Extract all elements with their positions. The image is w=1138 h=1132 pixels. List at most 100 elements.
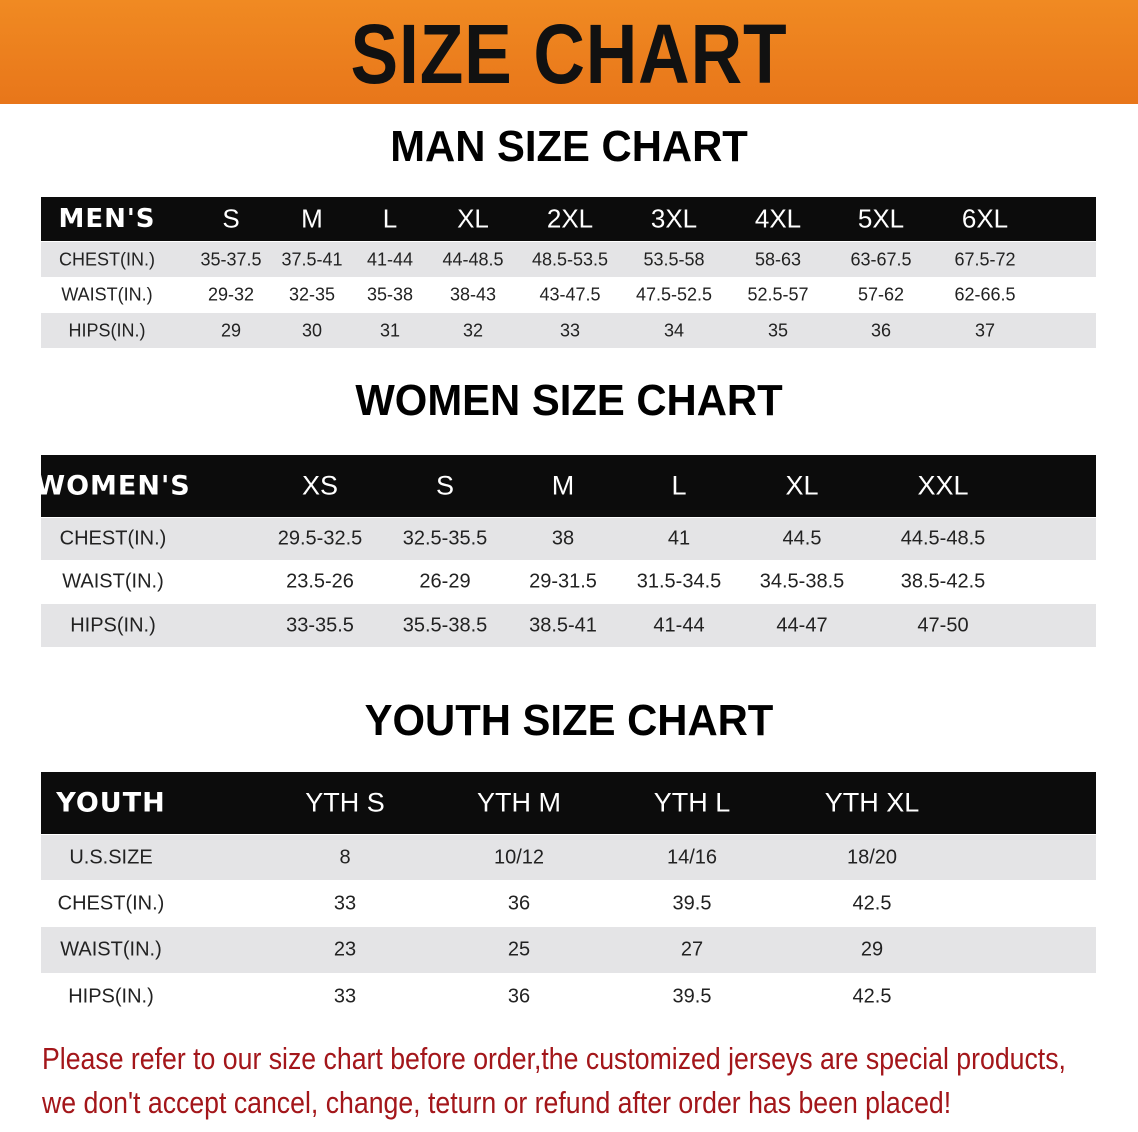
table-row: HIPS(IN.) 33-35.5 35.5-38.5 38.5-41 41-44 44-… — [41, 604, 1096, 647]
table-cell: 42.5 — [852, 892, 892, 914]
table-cell: 35-37.5 — [200, 249, 262, 269]
measurement-label: HIPS(IN.) — [68, 985, 154, 1007]
table-cell: 44.5 — [782, 527, 822, 550]
table-cell: 29 — [220, 320, 242, 340]
table-title-cell: WOMEN'S — [35, 470, 191, 502]
women-size-table: WOMEN'S XS S M L XL XXL CHEST(IN.) 29.5-32.5 32.5… — [35, 455, 1096, 648]
table-cell: 31.5-34.5 — [636, 570, 722, 593]
table-cell: 33-35.5 — [286, 614, 354, 636]
order-notice: Please refer to our size chart before or… — [42, 1037, 1066, 1125]
size-header-cell: YTH L — [653, 787, 731, 818]
table-cell: 36 — [870, 320, 892, 340]
size-header-cell: YTH XL — [824, 787, 920, 818]
table-cell: 10/12 — [493, 846, 545, 868]
table-row: WAIST(IN.) 29-32 32-35 35-38 38-43 43-47.5 47.… — [41, 278, 1096, 312]
table-cell: 35-38 — [366, 284, 414, 305]
table-cell: 29 — [860, 938, 884, 961]
table-cell: 39.5 — [672, 892, 712, 914]
youth-size-table: YOUTH YTH S YTH M YTH L YTH XL U.S.SIZE 8 10/12… — [41, 772, 1096, 1020]
size-header-cell: L — [671, 470, 687, 501]
size-header-cell: M — [301, 203, 323, 234]
table-header-row: MEN'S S M L XL 2XL 3XL 4XL 5XL 6XL — [41, 197, 1096, 241]
table-header-row: YOUTH YTH S YTH M YTH L YTH XL — [41, 772, 1096, 834]
table-cell: 44.5-48.5 — [900, 527, 986, 550]
table-cell: 32.5-35.5 — [402, 527, 488, 550]
size-header-cell: YTH S — [305, 787, 385, 818]
table-row: U.S.SIZE 8 10/12 14/16 18/20 — [41, 835, 1096, 880]
table-cell: 23.5-26 — [286, 570, 354, 593]
measurement-label: U.S.SIZE — [69, 846, 153, 868]
table-cell: 35.5-38.5 — [402, 614, 488, 636]
table-row: WAIST(IN.) 23.5-26 26-29 29-31.5 31.5-34.5 34… — [41, 561, 1096, 603]
table-cell: 38-43 — [449, 284, 497, 305]
table-cell: 34 — [663, 320, 685, 340]
size-header-cell: XL — [785, 470, 819, 501]
men-section-title: MAN SIZE CHART — [390, 122, 748, 171]
order-notice-line-1: Please refer to our size chart before or… — [42, 1041, 1066, 1076]
table-cell: 43-47.5 — [539, 284, 601, 305]
table-cell: 48.5-53.5 — [531, 249, 609, 269]
table-cell: 41-44 — [366, 249, 414, 269]
table-cell: 41-44 — [653, 614, 705, 636]
size-header-cell: 5XL — [857, 203, 905, 234]
table-cell: 29.5-32.5 — [277, 527, 363, 550]
order-notice-line-2: we don't accept cancel, change, teturn o… — [42, 1085, 952, 1120]
measurement-label: HIPS(IN.) — [68, 320, 146, 340]
measurement-label: CHEST(IN.) — [57, 892, 165, 914]
size-header-cell: M — [551, 470, 575, 501]
table-cell: 41 — [667, 527, 691, 550]
size-header-cell: YTH M — [477, 787, 561, 818]
table-title-cell: YOUTH — [56, 787, 166, 819]
banner-title: SIZE CHART — [350, 7, 788, 101]
table-cell: 29-31.5 — [529, 570, 597, 593]
table-cell: 29-32 — [207, 284, 255, 305]
table-cell: 8 — [339, 846, 351, 868]
women-section-title: WOMEN SIZE CHART — [355, 376, 783, 425]
table-cell: 53.5-58 — [643, 249, 705, 269]
table-row: CHEST(IN.) 33 36 39.5 42.5 — [41, 881, 1096, 926]
table-cell: 32-35 — [288, 284, 336, 305]
measurement-label: CHEST(IN.) — [59, 527, 167, 550]
table-header-row: WOMEN'S XS S M L XL XXL — [35, 455, 1096, 517]
table-cell: 38.5-41 — [529, 614, 597, 636]
table-row: CHEST(IN.) 35-37.5 37.5-41 41-44 44-48.5 48.5… — [41, 242, 1096, 277]
size-header-cell: L — [382, 203, 398, 234]
table-cell: 35 — [767, 320, 789, 340]
banner: SIZE CHART — [0, 0, 1138, 104]
table-cell: 23 — [333, 938, 357, 961]
size-header-cell: 3XL — [650, 203, 698, 234]
size-header-cell: XS — [301, 470, 339, 501]
size-header-cell: S — [435, 470, 455, 501]
table-cell: 44-47 — [776, 614, 828, 636]
measurement-label: WAIST(IN.) — [62, 570, 164, 593]
table-cell: 42.5 — [852, 985, 892, 1007]
table-cell: 62-66.5 — [954, 284, 1016, 305]
table-cell: 67.5-72 — [954, 249, 1016, 269]
table-row: WAIST(IN.) 23 25 27 29 — [41, 927, 1096, 973]
table-cell: 36 — [507, 985, 531, 1007]
table-cell: 58-63 — [754, 249, 802, 269]
table-cell: 52.5-57 — [747, 284, 809, 305]
size-header-cell: 4XL — [754, 203, 802, 234]
men-size-table: MEN'S S M L XL 2XL 3XL 4XL 5XL 6XL CHEST(IN.) 35-37… — [41, 197, 1096, 349]
table-cell: 63-67.5 — [850, 249, 912, 269]
size-header-cell: 6XL — [961, 203, 1009, 234]
table-cell: 32 — [462, 320, 484, 340]
table-cell: 38.5-42.5 — [900, 570, 986, 593]
table-row: HIPS(IN.) 29 30 31 32 33 34 35 36 37 — [41, 313, 1096, 348]
table-cell: 39.5 — [672, 985, 712, 1007]
table-cell: 18/20 — [846, 846, 898, 868]
table-cell: 33 — [559, 320, 581, 340]
table-cell: 47-50 — [917, 614, 969, 636]
table-cell: 57-62 — [857, 284, 905, 305]
table-row: CHEST(IN.) 29.5-32.5 32.5-35.5 38 41 44.5 44.5… — [41, 518, 1096, 560]
table-cell: 36 — [507, 892, 531, 914]
table-cell: 38 — [551, 527, 575, 550]
table-cell: 37.5-41 — [281, 249, 343, 269]
table-cell: 37 — [974, 320, 996, 340]
table-cell: 34.5-38.5 — [759, 570, 845, 593]
table-row: HIPS(IN.) 33 36 39.5 42.5 — [41, 974, 1096, 1019]
youth-section-title: YOUTH SIZE CHART — [364, 696, 774, 745]
size-header-cell: 2XL — [546, 203, 594, 234]
table-cell: 47.5-52.5 — [635, 284, 713, 305]
